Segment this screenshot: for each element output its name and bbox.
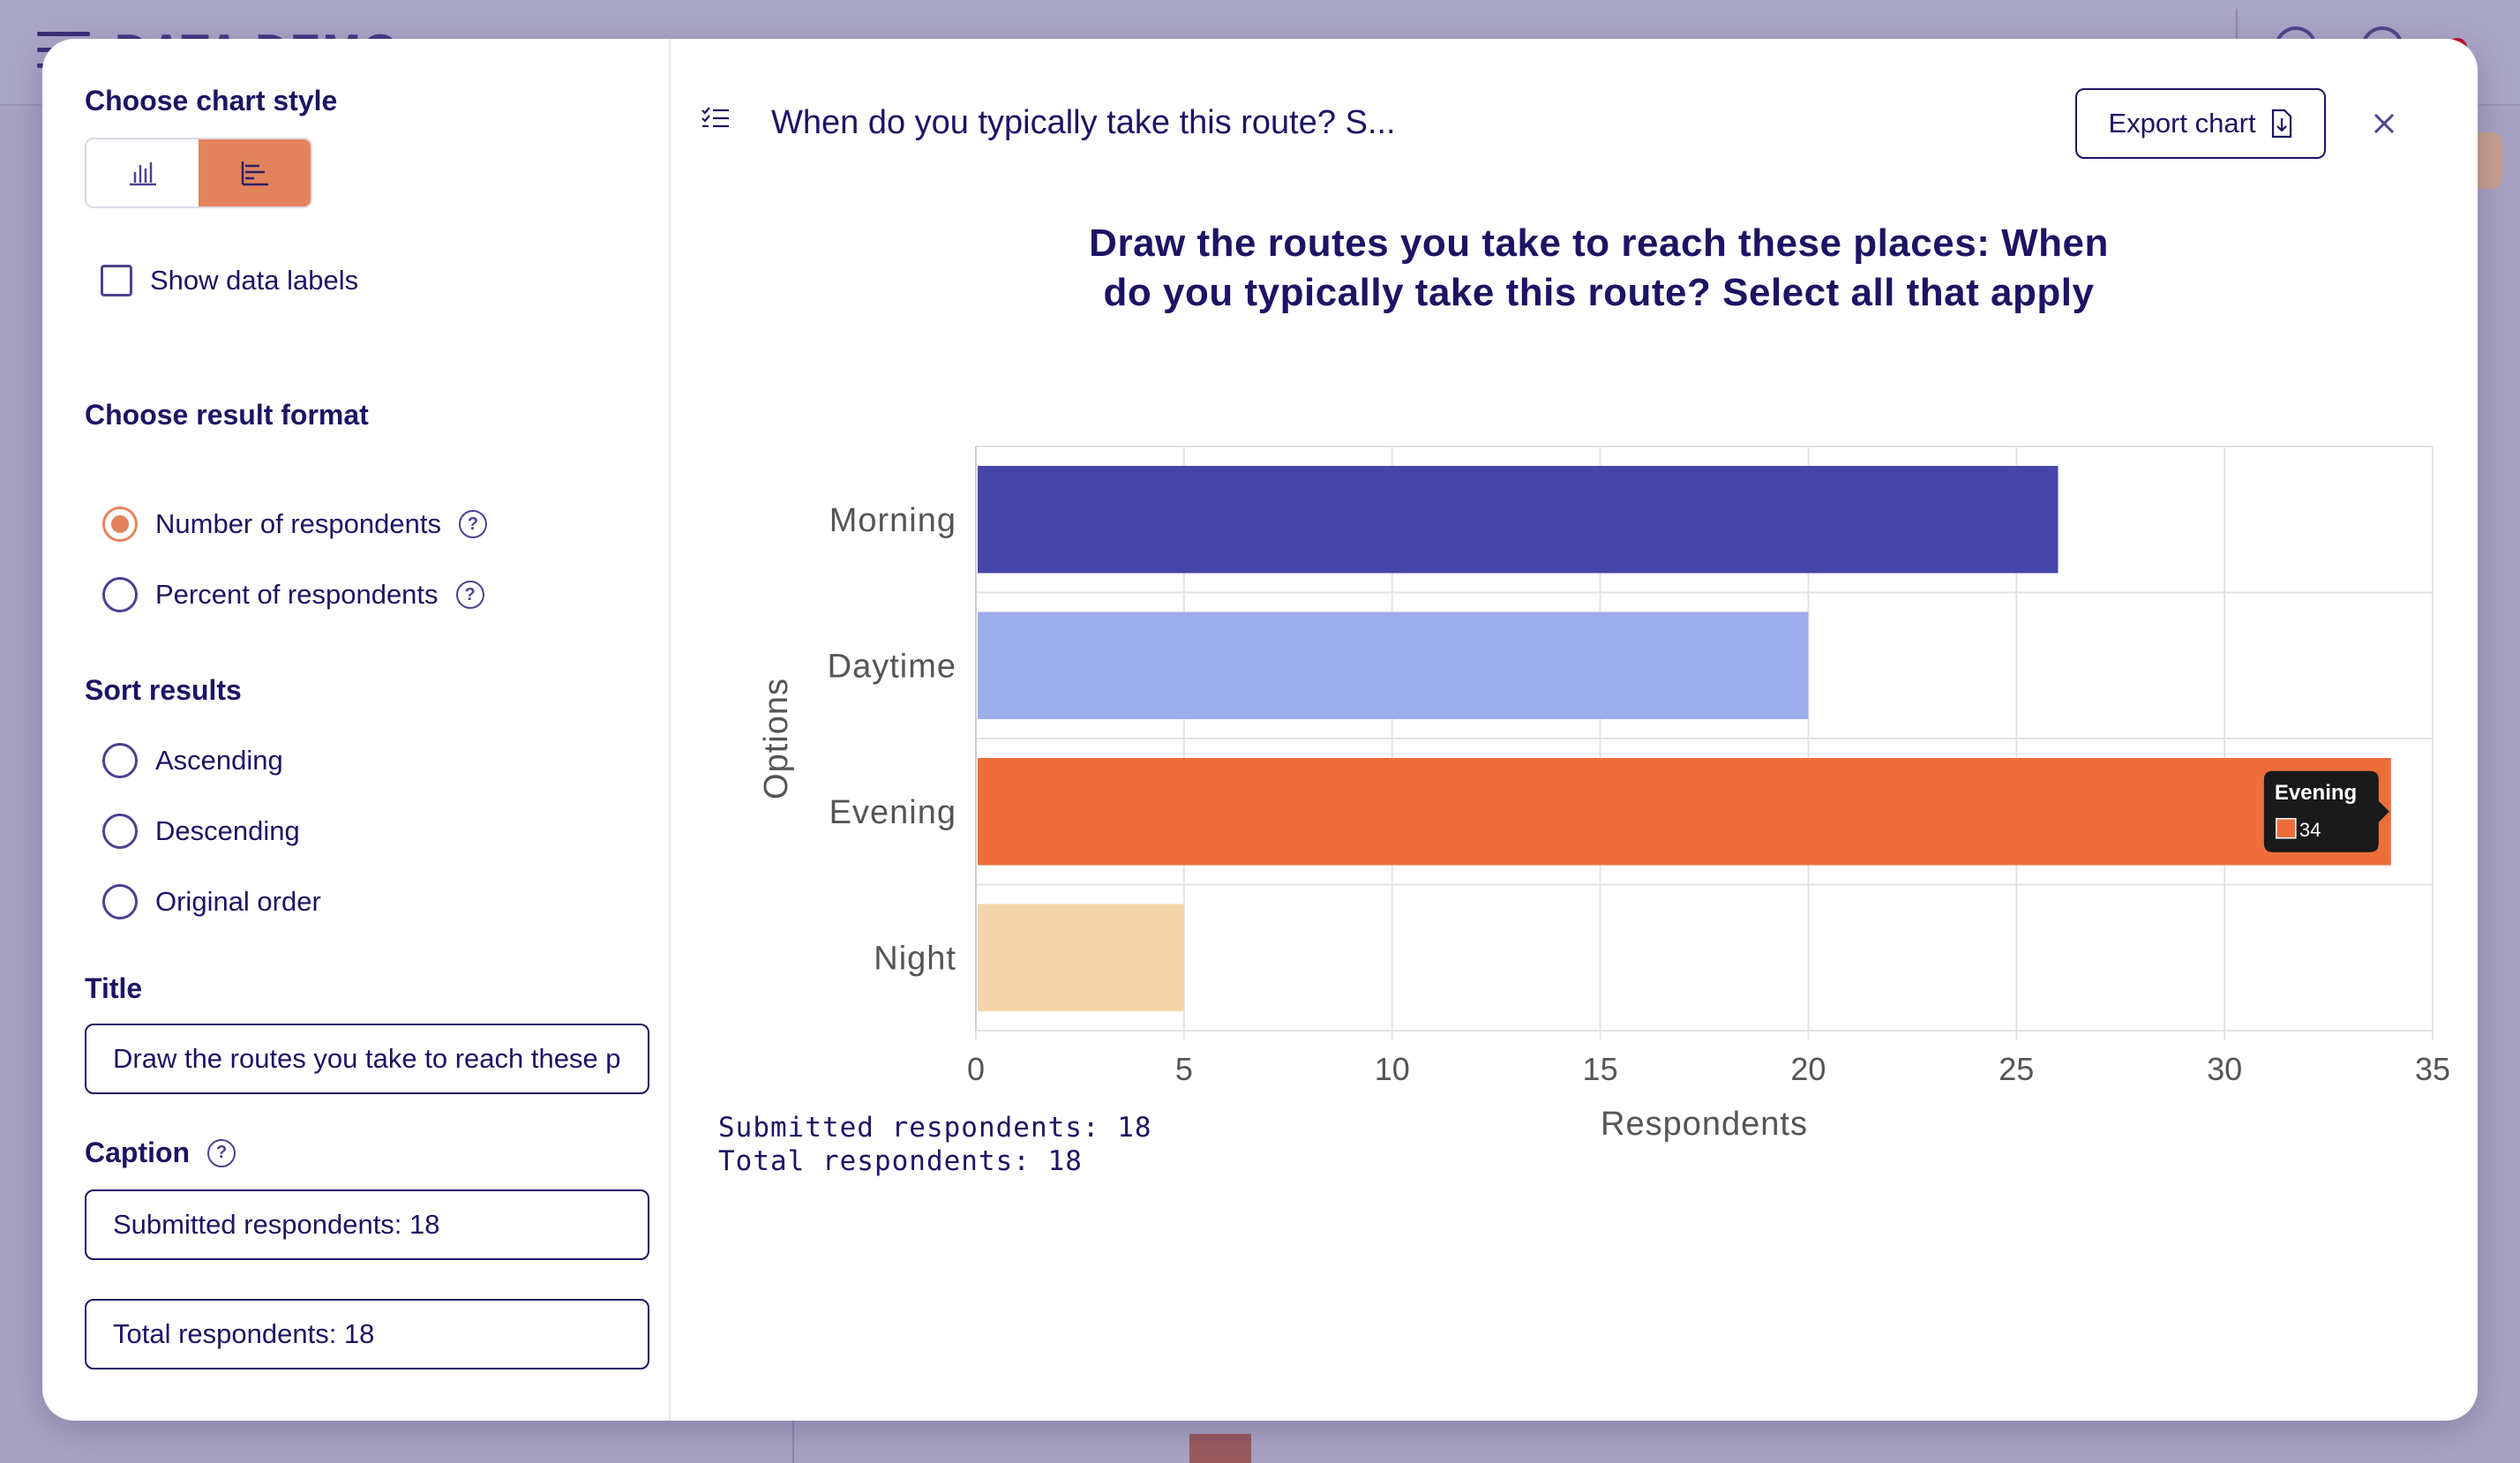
tick-label: 10 [1375,1051,1410,1087]
chart-caption-line1: Submitted respondents: 18 [718,1112,1152,1144]
sort-original-option[interactable]: Original order [102,884,321,919]
tooltip-label: Evening [2275,781,2357,805]
show-data-labels-label: Show data labels [150,265,359,296]
number-of-respondents-label: Number of respondents [155,508,441,539]
bar-night [978,904,1184,1011]
export-chart-label: Export chart [2108,108,2256,139]
category-labels: Morning Daytime Evening Night [828,502,956,978]
caption-heading: Caption ? [85,1137,236,1169]
sort-results-title: Sort results [85,674,242,706]
chart-style-title: Choose chart style [85,85,338,116]
horizontal-bar-style-button[interactable] [199,139,311,206]
vertical-bar-style-button[interactable] [86,139,199,206]
help-icon[interactable]: ? [207,1138,236,1167]
bar-chart: Morning Daytime Evening Night 0 5 10 15 20 25 30 3… [758,446,2450,1143]
tooltip-value: 34 [2299,819,2321,841]
chart-style-toggle [85,138,312,208]
help-icon[interactable]: ? [455,581,484,609]
chart-title: Draw the routes you take to reach these … [893,219,2305,318]
tooltip-swatch [2276,818,2297,839]
bar-evening [978,758,2391,866]
background-bar [1189,1434,1251,1463]
chart-tooltip: Evening 34 [2263,770,2389,852]
title-input[interactable] [85,1024,649,1094]
percent-of-respondents-radio[interactable] [102,577,138,612]
checklist-icon [701,107,729,128]
number-of-respondents-radio[interactable] [102,506,138,542]
percent-of-respondents-label: Percent of respondents [155,579,439,610]
chart-modal: Choose chart style [42,39,2478,1421]
show-data-labels-checkbox[interactable] [101,265,132,296]
vertical-bar-chart-icon [129,162,156,186]
tick-label: 25 [1999,1051,2034,1087]
bar-daytime [978,611,1809,719]
title-label: Title [85,972,143,1004]
tick-label: 15 [1583,1051,1618,1087]
y-axis-label: Options [758,678,795,799]
category-label: Night [874,940,956,977]
percent-of-respondents-option[interactable]: Percent of respondents ? [102,577,484,612]
category-label: Morning [829,502,956,539]
tick-label: 20 [1790,1051,1826,1087]
show-data-labels-row[interactable]: Show data labels [101,265,358,296]
tick-label: 30 [2207,1051,2242,1087]
close-icon[interactable] [2368,108,2400,139]
number-of-respondents-option[interactable]: Number of respondents ? [102,506,487,542]
chart-settings-sidebar: Choose chart style [42,39,671,1421]
horizontal-bar-chart-icon [241,161,268,186]
help-icon[interactable]: ? [458,510,487,538]
result-format-title: Choose result format [85,399,369,431]
x-axis-label: Respondents [1601,1106,1808,1143]
category-label: Daytime [828,648,956,685]
sort-ascending-label: Ascending [155,745,283,776]
chart-title-line2: do you typically take this route? Select… [1103,271,2095,314]
sort-descending-option[interactable]: Descending [102,814,300,849]
sort-original-radio[interactable] [102,884,138,919]
caption-label: Caption [85,1137,191,1168]
sort-descending-label: Descending [155,815,300,846]
tick-label: 0 [967,1051,985,1087]
question-title: When do you typically take this route? S… [771,104,1396,141]
sort-ascending-option[interactable]: Ascending [102,743,283,778]
sort-descending-radio[interactable] [102,814,138,849]
chart-bars [978,466,2391,1011]
category-label: Evening [829,794,956,831]
chart-preview: When do you typically take this route? S… [672,39,2478,1421]
bar-morning [978,466,2059,574]
tick-label: 35 [2415,1051,2450,1087]
sort-ascending-radio[interactable] [102,743,138,778]
tick-label: 5 [1175,1051,1193,1087]
export-chart-button[interactable]: Export chart [2075,88,2326,159]
tick-labels: 0 5 10 15 20 25 30 35 [967,1051,2450,1087]
sort-original-label: Original order [155,886,321,917]
download-file-icon [2271,109,2291,139]
chart-caption-line2: Total respondents: 18 [718,1145,1083,1177]
caption-line1-input[interactable] [85,1189,649,1260]
chart-title-line1: Draw the routes you take to reach these … [1089,221,2109,265]
caption-line2-input[interactable] [85,1299,649,1369]
